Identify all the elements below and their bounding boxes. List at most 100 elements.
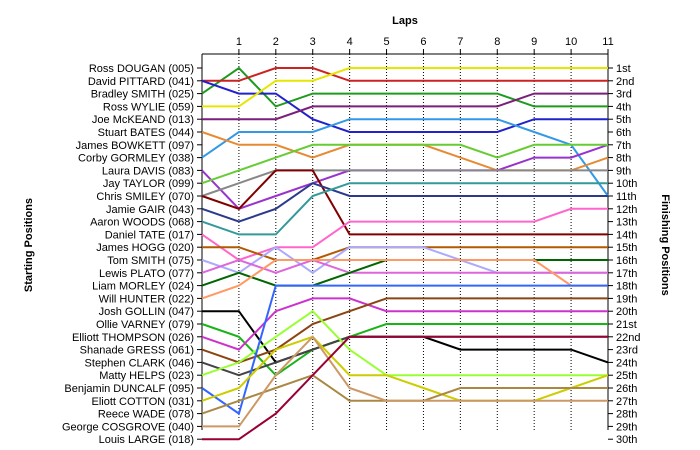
finishing-position-label: 14th xyxy=(616,229,637,241)
finishing-position-label: 18th xyxy=(616,281,637,293)
finishing-position-label: 24th xyxy=(616,357,637,369)
lap-tick-label: 5 xyxy=(383,36,389,48)
series-line-25 xyxy=(201,309,608,377)
finishing-position-label: 15th xyxy=(616,242,637,254)
starting-position-label: Stephen CLARK (046) xyxy=(85,357,194,369)
series-line-29 xyxy=(202,335,608,428)
grid-layer xyxy=(197,49,613,440)
series-line-6 xyxy=(201,118,609,197)
starting-position-label: James BOWKETT (097) xyxy=(76,140,194,152)
starting-position-label: Laura DAVIS (083) xyxy=(102,165,194,177)
finishing-position-labels: 1st2nd3rd4th5th6th7th8th9th10th11th12th1… xyxy=(616,63,640,446)
starting-position-label: David PITTARD (041) xyxy=(88,76,194,88)
finishing-position-label: 17th xyxy=(616,268,637,280)
starting-position-label: Stuart BATES (044) xyxy=(98,127,194,139)
finishing-position-label: 23rd xyxy=(616,345,638,357)
series-line-10 xyxy=(201,169,608,197)
starting-position-label: Tom SMITH (075) xyxy=(107,255,194,267)
finishing-position-label: 27th xyxy=(616,396,637,408)
starting-position-label: George COSGROVE (040) xyxy=(62,421,194,433)
finishing-position-label: 12th xyxy=(616,204,637,216)
finishing-position-label: 3rd xyxy=(616,89,632,101)
series-line-7 xyxy=(201,131,609,172)
lap-tick-label: 4 xyxy=(347,36,353,48)
series-line-22 xyxy=(201,297,608,351)
starting-position-label: Matty HELPS (023) xyxy=(99,370,194,382)
series-line-3 xyxy=(201,79,608,133)
finishing-position-label: 25th xyxy=(616,370,637,382)
starting-position-label: Shanade GRESS (061) xyxy=(80,345,194,357)
lap-tick-label: 1 xyxy=(236,36,242,48)
lap-tick-label: 8 xyxy=(494,36,500,48)
finishing-position-label: 5th xyxy=(616,114,631,126)
finishing-position-label: 30th xyxy=(616,434,637,446)
series-line-15 xyxy=(202,246,608,261)
y-axis-title-left: Starting Positions xyxy=(23,198,35,292)
lap-tick-label: 7 xyxy=(457,36,463,48)
series-line-30 xyxy=(202,335,608,441)
starting-position-label: Ross WYLIE (059) xyxy=(103,101,194,113)
finishing-position-label: 9th xyxy=(616,165,631,177)
series-line-26 xyxy=(201,284,608,416)
series-line-8 xyxy=(201,143,609,210)
series-line-21 xyxy=(201,323,608,377)
finishing-position-label: 7th xyxy=(616,140,631,152)
starting-position-label: Jamie GAIR (043) xyxy=(106,204,194,216)
lap-tick-label: 10 xyxy=(565,36,577,48)
finishing-position-label: 28th xyxy=(616,409,637,421)
finishing-position-label: 13th xyxy=(616,217,637,229)
lap-tick-labels: 1 2 3 4 5 6 7 8 9 10 11 xyxy=(236,36,614,48)
starting-position-label: Bradley SMITH (025) xyxy=(91,89,194,101)
starting-position-label: Elliott THOMPSON (026) xyxy=(72,332,194,344)
finishing-position-label: 29th xyxy=(616,421,637,433)
series-line-19 xyxy=(201,259,608,300)
finishing-position-label: 22nd xyxy=(616,332,640,344)
finishing-position-label: 4th xyxy=(616,101,631,113)
lap-tick-label: 11 xyxy=(602,36,613,48)
starting-position-label: Ross DOUGAN (005) xyxy=(89,63,194,75)
x-axis-title: Laps xyxy=(392,15,418,27)
series-line-2 xyxy=(202,67,608,82)
lap-tick-label: 6 xyxy=(420,36,426,48)
series-layer xyxy=(201,66,609,441)
starting-position-label: Jay TAYLOR (099) xyxy=(103,178,194,190)
finishing-position-label: 1st xyxy=(616,63,631,75)
series-line-13 xyxy=(201,182,608,236)
finishing-position-label: 21st xyxy=(616,319,637,331)
starting-position-label: Benjamin DUNCALF (095) xyxy=(64,383,194,395)
finishing-position-label: 19th xyxy=(616,293,637,305)
lap-tick-label: 9 xyxy=(531,36,537,48)
starting-position-label: Eliott COTTON (031) xyxy=(92,396,195,408)
series-line-24 xyxy=(201,335,608,377)
starting-position-label: Liam MORLEY (024) xyxy=(92,281,194,293)
starting-position-label: Will HUNTER (022) xyxy=(99,293,194,305)
lap-tick-label: 2 xyxy=(273,36,279,48)
starting-position-label: Josh GOLLIN (047) xyxy=(99,306,194,318)
series-line-1 xyxy=(201,66,608,108)
series-line-9 xyxy=(201,143,608,185)
series-line-27 xyxy=(201,335,609,402)
series-line-17 xyxy=(201,258,608,274)
starting-position-label: Aaron WOODS (068) xyxy=(90,217,194,229)
finishing-position-label: 26th xyxy=(616,383,637,395)
starting-position-label: Ollie VARNEY (079) xyxy=(96,319,194,331)
finishing-position-label: 10th xyxy=(616,178,637,190)
starting-position-label: Chris SMILEY (070) xyxy=(96,191,194,203)
lap-tick-label: 3 xyxy=(310,36,316,48)
y-axis-title-right: Finishing Positions xyxy=(659,194,671,295)
series-line-4 xyxy=(202,67,608,108)
series-line-11 xyxy=(201,169,608,236)
starting-position-label: Joe McKEAND (013) xyxy=(92,114,194,126)
finishing-position-label: 8th xyxy=(616,153,631,165)
series-line-23 xyxy=(201,297,608,364)
starting-position-label: Lewis PLATO (077) xyxy=(99,268,194,280)
starting-position-label: Daniel TATE (017) xyxy=(105,229,194,241)
finishing-position-label: 6th xyxy=(616,127,631,139)
starting-position-label: Louis LARGE (018) xyxy=(99,434,194,446)
starting-position-labels: Ross DOUGAN (005)David PITTARD (041)Brad… xyxy=(62,63,194,446)
series-line-12 xyxy=(201,182,608,223)
starting-position-label: Reece WADE (078) xyxy=(98,409,194,421)
finishing-position-label: 20th xyxy=(616,306,637,318)
